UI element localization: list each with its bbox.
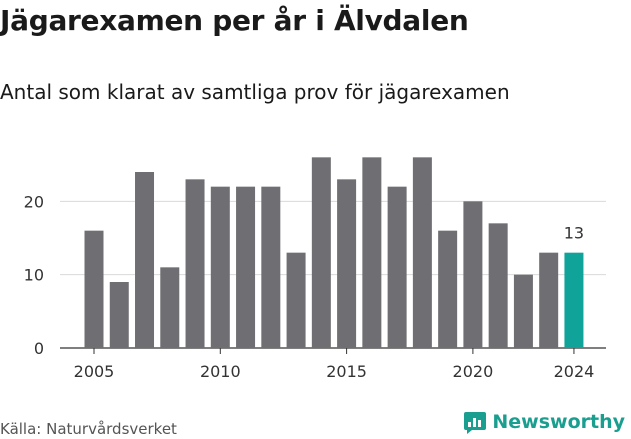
data-labels: 13	[564, 224, 584, 243]
x-tick-label: 2015	[326, 362, 367, 381]
y-tick-label: 10	[24, 266, 44, 285]
bar-2005	[84, 230, 104, 348]
x-tick-label: 2005	[74, 362, 115, 381]
y-tick-label: 0	[34, 339, 44, 358]
bars	[84, 157, 584, 348]
bar-2016	[362, 157, 382, 348]
y-tick-label: 20	[24, 192, 44, 211]
bar-chart: 13 0 10 20 2005 2010 2015 2020 2024	[24, 157, 606, 381]
bar-2013	[286, 252, 306, 348]
bar-2021	[488, 223, 508, 348]
bar-2024	[564, 252, 584, 348]
bar-2018	[412, 157, 432, 348]
bar-2020	[463, 201, 483, 348]
bar-2010	[210, 186, 230, 348]
brand-logo: Newsworthy	[463, 410, 625, 434]
x-tick-label: 2020	[453, 362, 494, 381]
newsworthy-logo-icon	[464, 412, 487, 434]
bar-2014	[311, 157, 331, 348]
chart-title: Jägarexamen per år i Älvdalen	[0, 4, 469, 37]
y-axis-ticks: 0 10 20	[24, 192, 44, 358]
bar-2007	[135, 172, 155, 348]
bar-2009	[185, 179, 205, 348]
bar-2012	[261, 186, 281, 348]
bar-2023	[539, 252, 559, 348]
bar-2022	[513, 274, 533, 348]
bar-2011	[236, 186, 256, 348]
bar-2017	[387, 186, 407, 348]
data-label: 13	[564, 224, 584, 243]
bar-2015	[337, 179, 357, 348]
source-note: Källa: Naturvårdsverket	[0, 420, 177, 438]
bar-2008	[160, 267, 180, 348]
bar-2019	[438, 230, 458, 348]
x-axis-ticks: 2005 2010 2015 2020 2024	[74, 348, 595, 381]
bar-2006	[109, 282, 129, 348]
brand-name: Newsworthy	[492, 411, 625, 433]
chart-subtitle: Antal som klarat av samtliga prov för jä…	[0, 80, 510, 104]
x-tick-label: 2010	[200, 362, 241, 381]
x-tick-label: 2024	[554, 362, 595, 381]
